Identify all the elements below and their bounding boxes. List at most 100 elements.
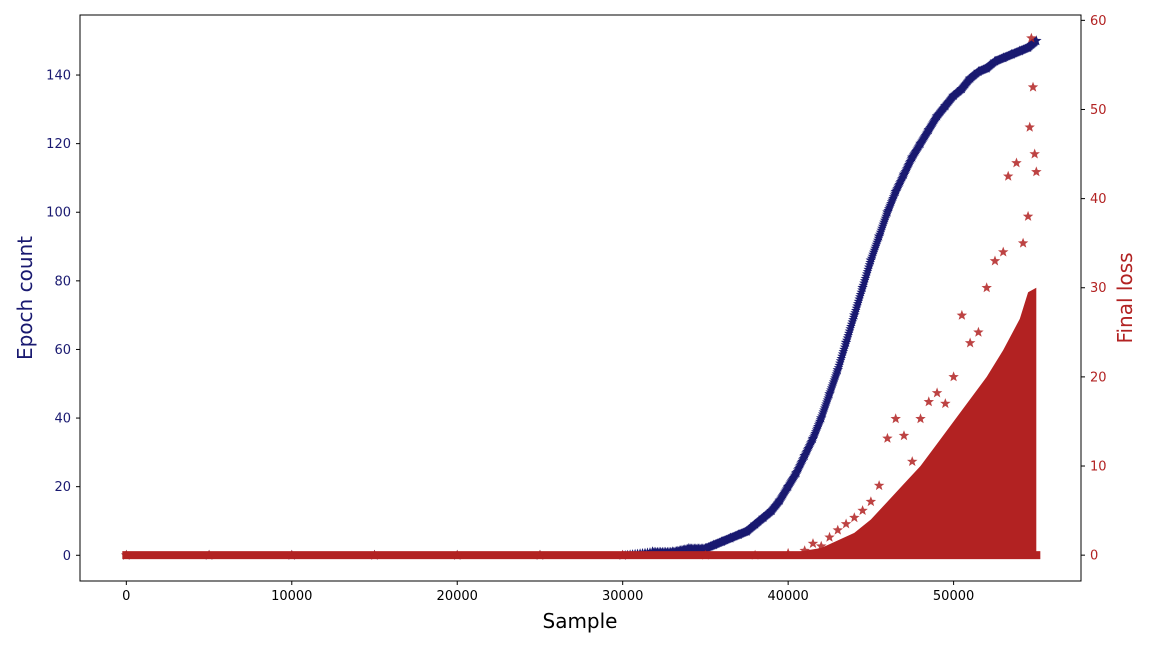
loss-point: [1003, 170, 1014, 181]
epoch-point: [931, 110, 943, 121]
loss-point: [849, 512, 860, 523]
epoch-point: [840, 337, 852, 347]
epoch-point: [1022, 42, 1034, 52]
loss-point: [121, 549, 132, 560]
y-left-tick-label: 80: [54, 274, 71, 289]
epoch-point: [898, 169, 910, 179]
y-right-tick-label: 10: [1090, 460, 1107, 475]
y-left-tick-label: 0: [63, 549, 71, 564]
y-right-tick-label: 60: [1090, 14, 1107, 29]
epoch-point: [799, 450, 810, 461]
epoch-point: [716, 536, 728, 546]
epoch-point: [865, 254, 877, 265]
epoch-point: [749, 518, 761, 529]
y-axis-left-title: Epoch count: [13, 236, 37, 360]
loss-point: [964, 337, 976, 348]
loss-point: [452, 549, 463, 560]
epoch-point: [873, 230, 885, 241]
loss-point: [203, 549, 215, 560]
loss-point: [1017, 237, 1029, 248]
y-axis-right-title: Final loss: [1113, 252, 1137, 343]
loss-point: [940, 398, 951, 409]
loss-density-layer: [788, 287, 1037, 556]
loss-series: [121, 32, 1042, 560]
y-axis-left: 0 20 40 60 80 100 120 140: [46, 69, 80, 564]
y-right-tick-label: 20: [1090, 370, 1107, 385]
epoch-point: [832, 364, 843, 375]
loss-point: [749, 549, 761, 560]
x-tick-label: 0: [122, 589, 130, 604]
x-tick-label: 40000: [767, 589, 808, 604]
epoch-point: [725, 532, 736, 543]
epoch-point: [998, 52, 1009, 63]
loss-point: [1027, 81, 1039, 92]
epoch-point: [791, 467, 802, 478]
y-left-tick-label: 100: [46, 206, 71, 221]
epoch-series: [121, 35, 1042, 560]
epoch-point: [807, 433, 819, 444]
epoch-point: [741, 525, 752, 536]
loss-point: [898, 430, 910, 441]
epoch-point: [708, 539, 719, 550]
loss-point: [915, 413, 926, 424]
loss-point: [1026, 32, 1037, 43]
x-axis: 0 10000 20000 30000 40000 50000: [122, 581, 974, 604]
y-left-tick-label: 120: [46, 137, 71, 152]
x-tick-label: 50000: [933, 589, 974, 604]
epoch-point: [989, 55, 1001, 66]
epoch-point: [923, 124, 934, 135]
y-left-tick-label: 60: [54, 343, 71, 358]
epoch-point: [964, 73, 976, 83]
plot-frame: [79, 14, 1082, 582]
epoch-point: [683, 542, 695, 553]
y-axis-right: 0 10 20 30 40 50 60: [1081, 14, 1107, 564]
y-right-tick-label: 0: [1090, 549, 1098, 564]
loss-density-fill: [788, 287, 1037, 556]
x-tick-label: 10000: [271, 589, 312, 604]
y-left-tick-label: 40: [54, 412, 71, 427]
loss-point: [948, 371, 959, 382]
epoch-point: [758, 512, 769, 522]
loss-point: [981, 282, 992, 293]
epoch-point: [733, 529, 744, 540]
loss-point: [1011, 157, 1022, 168]
loss-point: [931, 387, 943, 398]
loss-point: [369, 549, 380, 560]
epoch-point: [890, 186, 901, 197]
epoch-point: [1031, 35, 1042, 46]
loss-point: [807, 538, 819, 548]
epoch-point: [915, 138, 926, 149]
x-tick-label: 30000: [602, 589, 643, 604]
loss-point: [816, 540, 827, 551]
y-right-tick-label: 40: [1090, 192, 1107, 207]
loss-point: [873, 480, 885, 491]
epoch-point: [824, 388, 835, 399]
epoch-point: [700, 542, 711, 553]
epoch-point: [882, 206, 893, 217]
epoch-point: [774, 494, 786, 505]
epoch-point: [940, 100, 951, 111]
epoch-point: [981, 62, 992, 73]
loss-point: [824, 531, 835, 542]
epoch-point: [766, 505, 777, 516]
epoch-point: [849, 309, 860, 320]
y-right-tick-label: 50: [1090, 103, 1107, 118]
loss-point: [907, 456, 918, 466]
loss-point: [1031, 166, 1042, 177]
loss-point: [534, 549, 546, 560]
loss-point: [857, 505, 868, 515]
epoch-point: [948, 90, 959, 101]
loss-point: [923, 396, 934, 407]
epoch-point: [1006, 48, 1017, 59]
loss-point: [956, 309, 968, 320]
x-axis-title: Sample: [543, 609, 618, 633]
loss-point: [286, 549, 297, 560]
loss-point: [1022, 210, 1034, 221]
loss-point: [799, 545, 810, 556]
loss-point: [989, 255, 1001, 266]
epoch-point: [907, 151, 918, 162]
loss-point: [865, 496, 877, 507]
epoch-point: [1014, 45, 1025, 56]
epoch-point: [816, 412, 827, 423]
loss-point: [1029, 148, 1040, 159]
